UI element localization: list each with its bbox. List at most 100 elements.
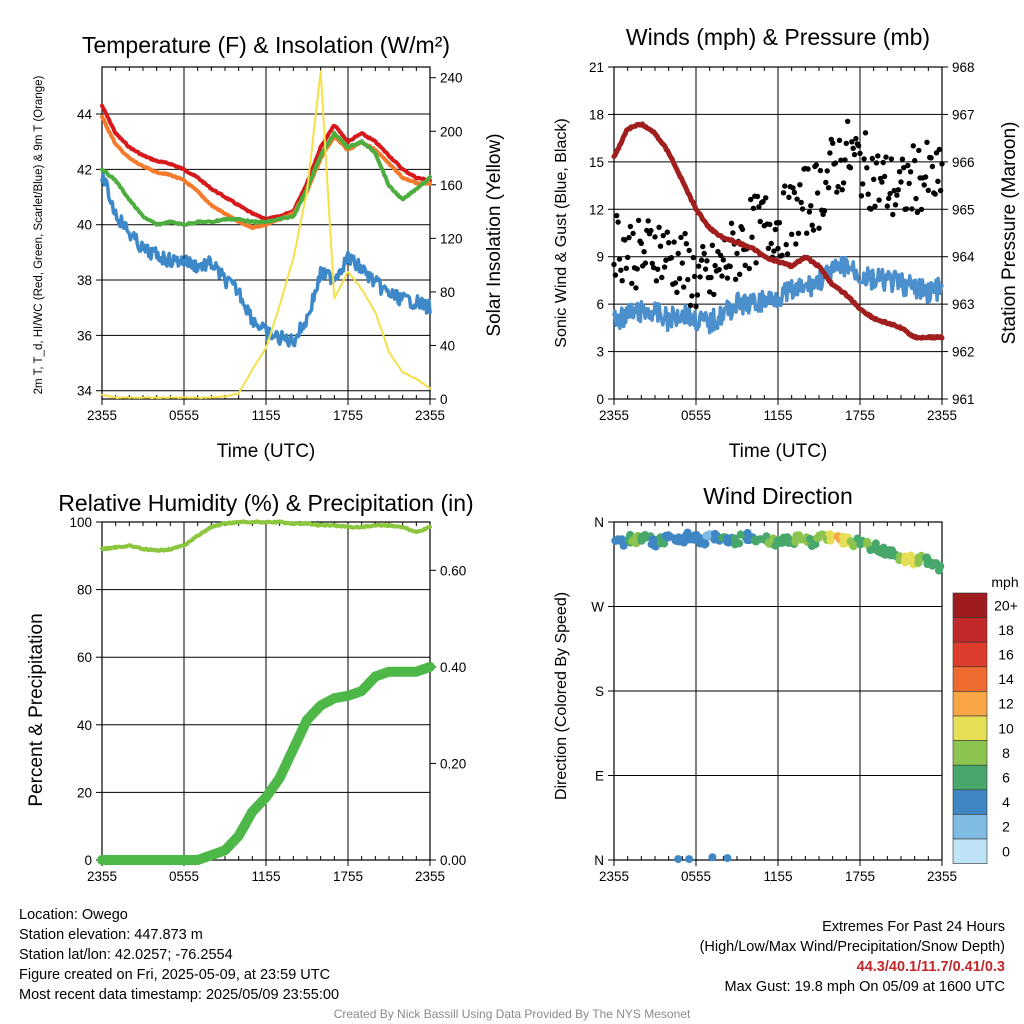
wind-gust-point (771, 248, 777, 254)
temp-title: Temperature (F) & Insolation (W/m²) (82, 32, 450, 58)
dir-legend-swatch (952, 814, 988, 840)
wind-gust-point (627, 223, 634, 230)
wind-gust-point (813, 162, 819, 168)
rh-xtick-label: 1755 (333, 869, 363, 884)
wind-gust-point (892, 202, 899, 208)
wind-series-sonic (612, 255, 944, 335)
dir-xtick-label: 2355 (927, 869, 957, 884)
dir-ytick-label: E (595, 769, 604, 784)
wind-gust-point (872, 203, 878, 209)
wind-gust-point (862, 130, 869, 136)
temp-frame (101, 66, 431, 400)
wind-gust-point (834, 189, 840, 195)
wind-gust-point (809, 222, 815, 228)
wind-gust-point (748, 196, 754, 203)
wind-gust-point (808, 203, 814, 209)
dir-legend-swatch (952, 715, 988, 741)
wind-gust-point (894, 192, 900, 198)
temp-y2tick-label: 200 (440, 124, 463, 139)
dir-point (871, 539, 880, 548)
wind-gust-point (845, 118, 851, 125)
wind-gust-point (886, 195, 892, 202)
wind-gust-point (868, 206, 874, 212)
wind-gust-point (830, 140, 836, 146)
wind-gust-point (880, 159, 886, 166)
temp-ytick-label: 34 (77, 384, 93, 399)
wind-gust-point (626, 234, 632, 241)
dir-legend-swatch (952, 740, 988, 766)
wind-ytick-label: 21 (589, 60, 604, 75)
created-text: Figure created on Fri, 2025-05-09, at 23… (19, 967, 331, 983)
dir-legend-label: 10 (998, 720, 1014, 736)
dir-point (863, 540, 872, 549)
extremes-title: Extremes For Past 24 Hours (822, 919, 1005, 935)
dir-point (723, 538, 732, 546)
wind-gust-point (814, 190, 821, 196)
wind-gust-point (663, 257, 669, 263)
wind-gust-point (887, 190, 893, 197)
max-gust-text: Max Gust: 19.8 mph On 05/09 at 1600 UTC (724, 979, 1005, 995)
wind-gust-point (757, 218, 763, 225)
dir-legend-swatch (952, 617, 988, 643)
wind-gust-point (686, 247, 692, 254)
wind-gust-point (756, 204, 762, 210)
wind-gust-point (823, 179, 829, 186)
dir-point (874, 547, 883, 556)
wind-gust-point (797, 182, 803, 188)
wind-ylabel-right: Station Pressure (Maroon) (999, 122, 1020, 345)
dir-point (751, 537, 760, 546)
wind-gust-point (678, 234, 684, 241)
dir-title: Wind Direction (703, 483, 853, 509)
wind-gust-point (836, 137, 843, 143)
wind-gust-point (869, 155, 875, 162)
dir-legend-label: 14 (998, 671, 1014, 687)
wind-gust-point (702, 266, 709, 272)
dir-point (674, 855, 683, 864)
wind-gust-point (928, 155, 934, 161)
wind-gust-point (932, 191, 938, 197)
wind-gust-point (935, 178, 941, 184)
wind-gust-point (907, 169, 914, 175)
dir-legend-swatch (952, 666, 988, 692)
wind-ytick-label: 12 (589, 202, 604, 217)
wind-xtick-label: 0555 (681, 408, 711, 423)
wind-gust-point (704, 258, 710, 264)
wind-gust-point (791, 189, 798, 196)
wind-gust-point (675, 250, 681, 257)
wind-gust-point (855, 143, 862, 149)
wind-gust-point (700, 243, 706, 250)
dir-legend-swatch (952, 691, 988, 717)
wind-gust-point (793, 241, 799, 247)
dir-legend-label: 16 (998, 647, 1014, 663)
wind-gust-point (903, 206, 910, 212)
wind-gust-point (783, 241, 789, 248)
wind-gust-point (876, 197, 882, 203)
wind-gust-point (817, 167, 824, 174)
wind-gust-point (625, 254, 631, 261)
wind-gust-point (816, 225, 822, 231)
dir-point (614, 535, 623, 544)
wind-gust-point (760, 199, 766, 205)
dir-point (723, 854, 732, 863)
dir-xtick-label: 0555 (681, 869, 711, 884)
wind-gust-point (795, 230, 802, 236)
wind-gust-point (825, 185, 832, 191)
wind-xtick-label: 2355 (599, 408, 629, 423)
dir-point (839, 532, 847, 541)
wind-gust-point (840, 180, 847, 186)
wind-gust-point (839, 187, 845, 193)
wind-y2tick-label: 966 (952, 155, 975, 170)
dir-point (730, 534, 739, 543)
wind-gust-point (786, 194, 792, 200)
wind-gust-point (847, 165, 854, 171)
wind-gust-point (871, 176, 877, 182)
wind-gust-point (711, 291, 717, 298)
temp-y2tick-label: 80 (440, 285, 455, 300)
wind-gust-point (905, 162, 911, 169)
wind-gust-point (728, 220, 735, 226)
dir-point (700, 540, 709, 549)
wind-ytick-label: 9 (596, 250, 604, 265)
dir-legend-title: mph (991, 574, 1018, 590)
wind-gust-point (638, 240, 644, 246)
